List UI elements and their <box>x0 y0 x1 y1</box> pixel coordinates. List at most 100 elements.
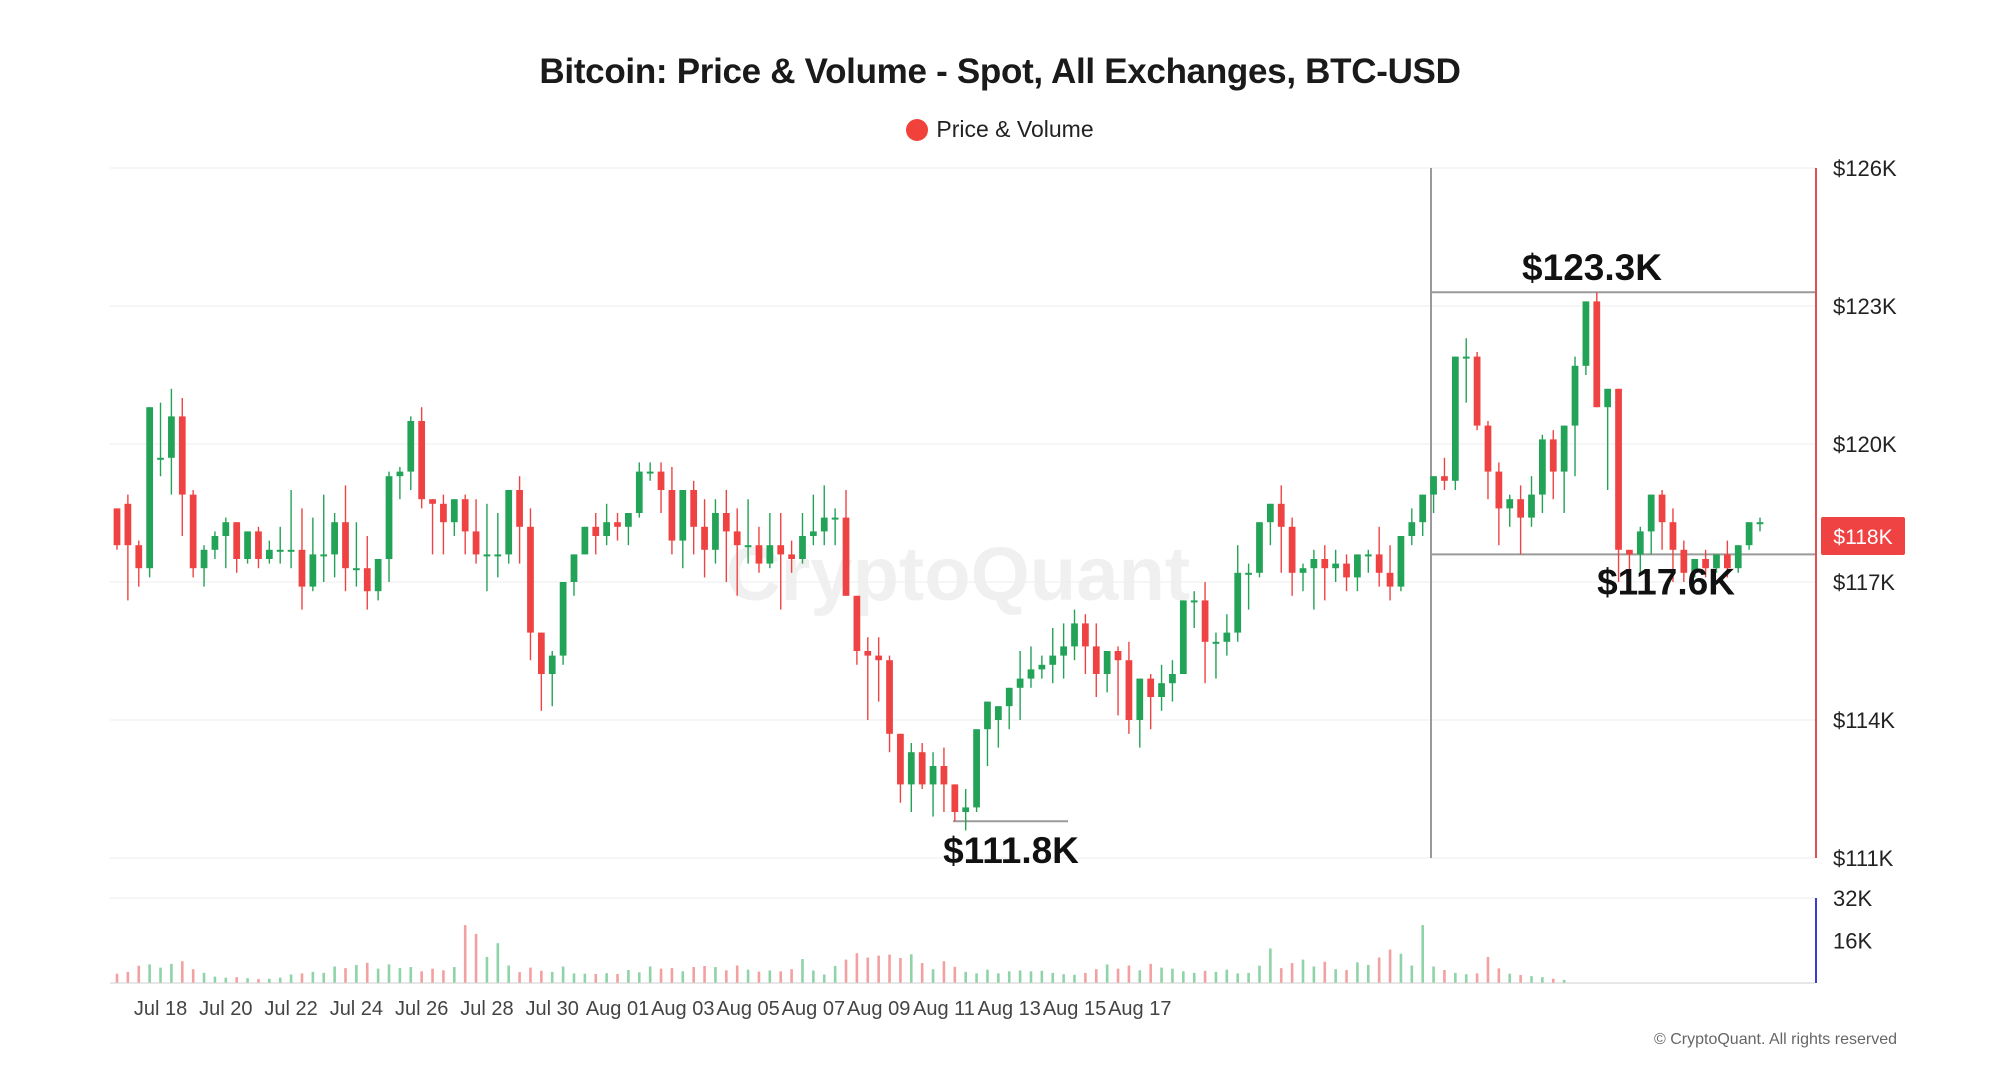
volume-bar <box>1421 925 1424 983</box>
candle-body <box>668 490 676 541</box>
candle-body <box>766 545 774 564</box>
candle-body <box>1125 660 1133 720</box>
candle-body <box>440 503 447 523</box>
volume-bar <box>1214 971 1218 983</box>
volume-bar <box>1127 965 1131 983</box>
volume-bar <box>1301 959 1305 983</box>
x-tick-label: Jul 30 <box>526 998 579 1020</box>
candle-body <box>1060 646 1068 656</box>
volume-bar <box>1562 979 1566 983</box>
volume-bar <box>1432 966 1435 983</box>
candle-body <box>396 471 404 477</box>
volume-bar <box>855 953 859 983</box>
volume-bar <box>1269 948 1272 983</box>
candle-body <box>614 522 621 527</box>
volume-bar <box>518 972 521 983</box>
candles[interactable] <box>113 292 1764 831</box>
volume-bar <box>964 971 968 983</box>
candle-body <box>842 517 850 596</box>
candle-body <box>559 582 567 656</box>
candle-body <box>1092 646 1100 674</box>
candle-body <box>298 549 306 587</box>
volume-bar <box>1475 973 1479 983</box>
candle-body <box>1147 678 1155 697</box>
candle-body <box>1571 365 1579 426</box>
candle-body <box>635 471 643 513</box>
candle-body <box>222 522 230 536</box>
candle-body <box>1430 476 1437 495</box>
candle-body <box>353 568 360 571</box>
candle-body <box>146 407 154 569</box>
legend[interactable]: Price & Volume <box>0 116 2000 143</box>
candle-body <box>940 766 948 785</box>
candle-body <box>1517 499 1524 518</box>
candle-body <box>929 766 937 785</box>
candle-body <box>1005 687 1013 707</box>
candle-body <box>799 536 806 559</box>
candle-body <box>309 554 317 587</box>
x-tick-label: Jul 26 <box>395 998 448 1020</box>
candle-body <box>1071 623 1078 647</box>
volume-bar <box>115 973 119 983</box>
candle-body <box>1386 572 1394 587</box>
x-tick-label: Jul 22 <box>264 998 317 1020</box>
candle-body <box>135 545 143 569</box>
candle-body <box>494 554 502 557</box>
volume-bar <box>1116 968 1120 983</box>
candle-body <box>1506 499 1514 509</box>
candle-body <box>690 490 698 527</box>
candle-body <box>1582 301 1590 366</box>
candle-body <box>1593 301 1601 408</box>
volume-bar <box>268 978 271 983</box>
volume-bar <box>703 966 706 983</box>
candle-body <box>1343 563 1350 578</box>
volume-bar <box>1388 949 1392 983</box>
candle-body <box>516 490 523 527</box>
volume-bar <box>376 968 380 983</box>
candle-body <box>385 476 393 559</box>
volume-bar <box>398 968 402 983</box>
candle-body <box>200 549 208 569</box>
volume-bar <box>289 974 293 983</box>
volume-bar <box>605 973 608 983</box>
volume-bar <box>1094 969 1098 983</box>
volume-bar <box>1356 962 1359 983</box>
candle-body <box>788 554 795 559</box>
volume-bar <box>1182 971 1185 983</box>
volume-bar <box>1410 965 1414 983</box>
candle-body <box>1049 655 1057 665</box>
volume-bar <box>1040 970 1044 983</box>
candle-body <box>1169 674 1176 684</box>
volume-bar <box>594 973 598 983</box>
candle-body <box>722 513 730 532</box>
volume-bar <box>409 967 413 983</box>
x-tick-label: Aug 11 <box>913 998 975 1020</box>
candle-body <box>461 499 469 532</box>
volume-bar <box>1203 970 1207 983</box>
volume-bar <box>1323 961 1327 983</box>
candle-body <box>1723 554 1731 569</box>
volume-bar <box>1225 969 1229 983</box>
candle-body <box>994 706 1002 720</box>
volume-bar <box>1149 963 1152 983</box>
candle-body <box>1484 425 1492 472</box>
volume-tick-label: 32K <box>1833 886 1872 911</box>
candle-body <box>548 655 556 674</box>
volume-bar <box>496 943 500 983</box>
candle-body <box>701 526 708 550</box>
chart-title: Bitcoin: Price & Volume - Spot, All Exch… <box>539 52 1461 91</box>
volume-bar <box>1105 964 1109 983</box>
volume-bars[interactable] <box>115 925 1566 983</box>
x-tick-label: Jul 28 <box>460 998 513 1020</box>
candle-body <box>864 651 872 656</box>
y-tick-label: $120K <box>1833 432 1897 457</box>
candle-body <box>1713 554 1720 569</box>
candle-body <box>255 531 262 559</box>
candle-body <box>592 526 600 536</box>
volume-bar <box>1486 956 1490 983</box>
candle-body <box>287 549 295 552</box>
candle-body <box>1136 678 1144 720</box>
candle-body <box>712 513 719 550</box>
candle-body <box>244 531 251 559</box>
